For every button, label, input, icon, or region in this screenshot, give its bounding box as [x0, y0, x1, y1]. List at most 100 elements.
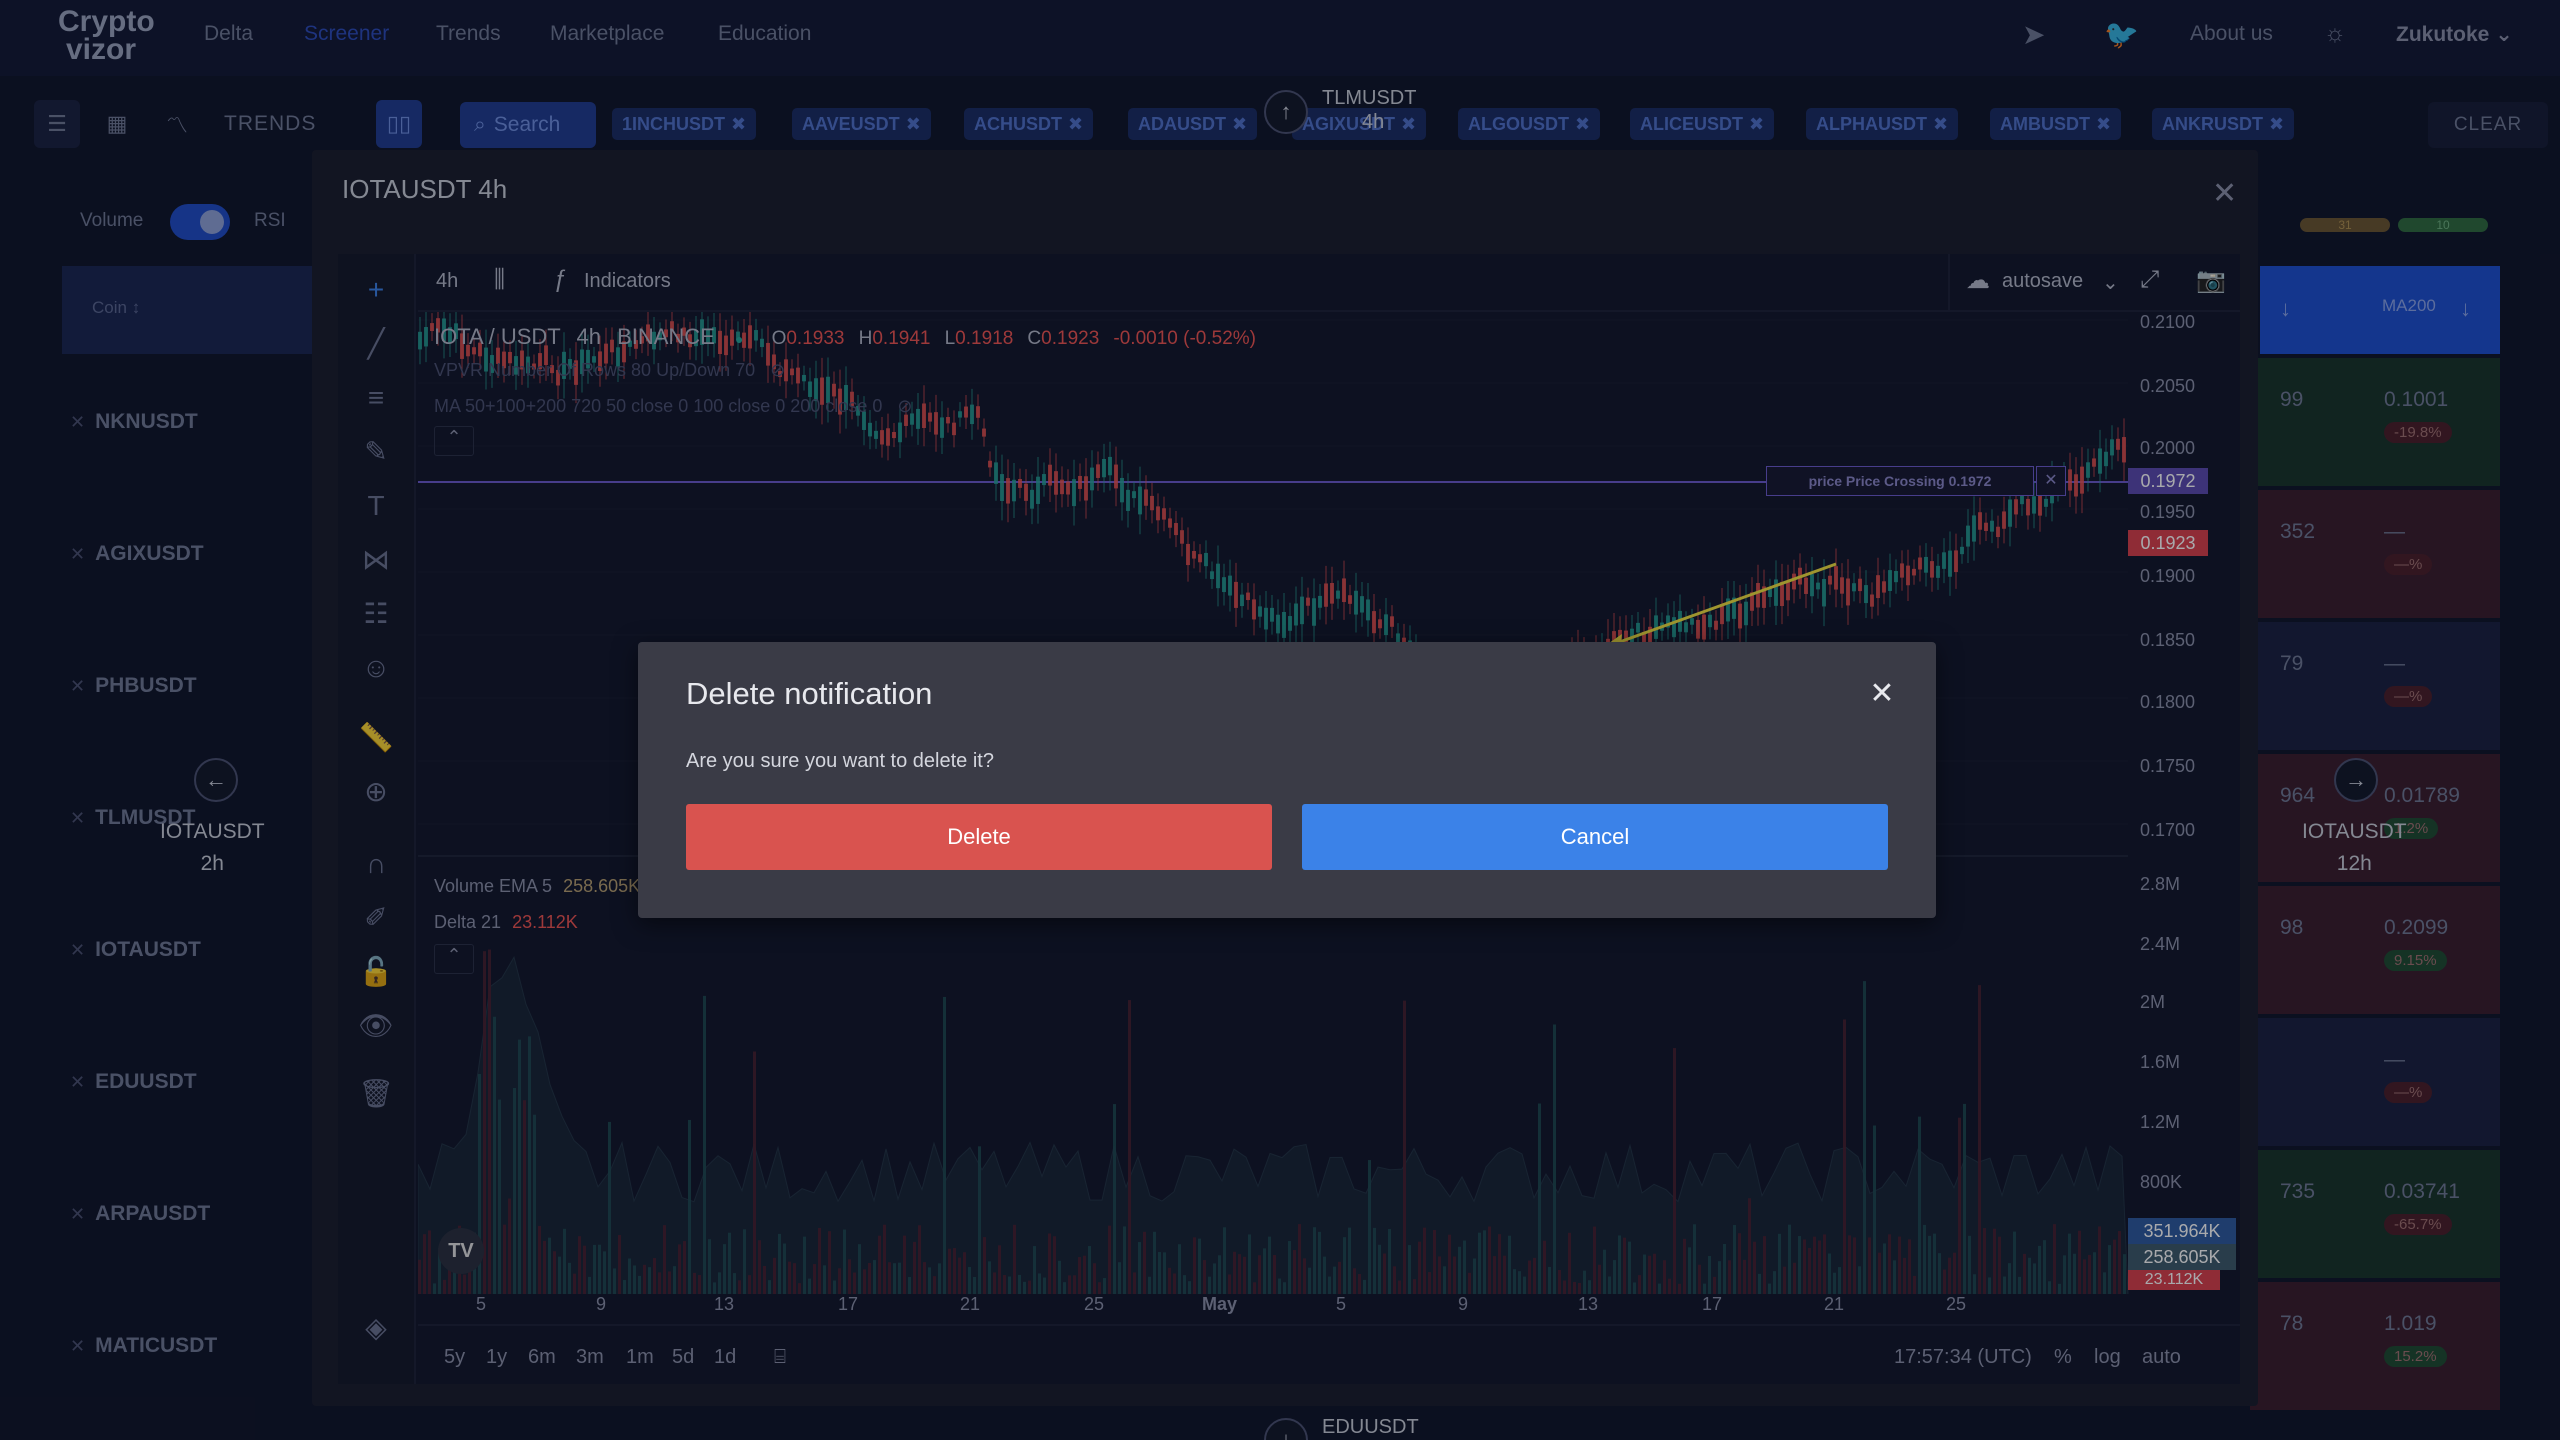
close-icon[interactable]: ✕ [2212, 177, 2238, 210]
range-1d[interactable]: 1d [714, 1346, 737, 1368]
remove-icon[interactable]: ✕ [70, 675, 86, 696]
interval-selector[interactable]: 4h [436, 270, 459, 292]
list-view-button[interactable]: ☰ [34, 100, 80, 148]
range-6m[interactable]: 6m [528, 1346, 556, 1368]
clear-filters-button[interactable]: CLEAR [2428, 102, 2548, 148]
nav-trends[interactable]: Trends [436, 22, 501, 45]
ma-column-header[interactable]: ↓ MA200 ↓ [2260, 266, 2500, 354]
auto-scale-toggle[interactable]: auto [2142, 1346, 2181, 1368]
next-chart-label[interactable]: IOTAUSDT 12h [2302, 816, 2407, 880]
lock-icon[interactable]: 🔓 [358, 956, 394, 987]
nav-screener[interactable]: Screener [304, 22, 390, 45]
filter-chip[interactable]: AMBUSDT ✖ [1990, 108, 2122, 140]
range-3m[interactable]: 3m [576, 1346, 604, 1368]
zoom-in-icon[interactable]: ⊕ [364, 776, 388, 807]
candle-type-icon[interactable]: ⫼ [494, 266, 506, 293]
twitter-icon[interactable]: 🐦 [2104, 19, 2139, 50]
coin-column-header[interactable]: Coin ↕ [62, 266, 322, 354]
coin-row[interactable]: ✕ EDUUSDT [60, 1018, 330, 1146]
columns-toggle-button[interactable]: ▯▯ [376, 100, 422, 148]
brush-icon[interactable]: ✎ [364, 436, 388, 467]
time-axis[interactable]: 5 9 13 17 21 25 May 5 9 13 17 21 25 [418, 1294, 2128, 1324]
forecast-icon[interactable]: ☷ [363, 598, 389, 629]
remove-icon[interactable]: ✖ [731, 113, 747, 134]
trends-label[interactable]: TRENDS [224, 112, 317, 135]
coin-row[interactable]: ✕ MATICUSDT [60, 1282, 330, 1410]
filter-chip[interactable]: AGIXUSDT ✖ [1292, 108, 1427, 140]
fib-lines-icon[interactable]: ≡ [367, 382, 385, 413]
filter-chip[interactable]: ANKRUSDT ✖ [2152, 108, 2295, 140]
ma-legend[interactable]: MA 50+100+200 720 50 close 0 100 close 0… [434, 396, 912, 417]
fullscreen-icon[interactable]: ⤢ [2140, 266, 2160, 293]
remove-icon[interactable]: ✖ [2096, 113, 2112, 134]
ruler-icon[interactable]: 📏 [358, 722, 394, 753]
tradingview-logo-icon[interactable]: TV [438, 1228, 484, 1274]
date-range-icon[interactable]: ⌸ [774, 1346, 786, 1368]
log-scale-toggle[interactable]: log [2094, 1346, 2121, 1368]
remove-icon[interactable]: ✕ [70, 1203, 86, 1224]
remove-icon[interactable]: ✖ [1933, 113, 1949, 134]
utc-clock[interactable]: 17:57:34 (UTC) [1894, 1346, 2032, 1368]
percent-scale-toggle[interactable]: % [2054, 1346, 2072, 1368]
eye-off-icon[interactable]: ⊘ [770, 360, 786, 380]
remove-icon[interactable]: ✖ [1068, 113, 1084, 134]
telegram-icon[interactable]: ➤ [2022, 19, 2046, 50]
indicators-icon[interactable]: ƒ [554, 266, 568, 293]
cancel-button[interactable]: Cancel [1302, 804, 1888, 870]
nav-marketplace[interactable]: Marketplace [550, 22, 665, 45]
remove-icon[interactable]: ✖ [1401, 113, 1417, 134]
remove-icon[interactable]: ✖ [1575, 113, 1591, 134]
about-us-link[interactable]: About us [2190, 22, 2273, 45]
cryptovizor-logo[interactable]: Crypto vizor [58, 7, 168, 70]
user-menu[interactable]: Zukutoke ⌄ [2396, 22, 2513, 47]
remove-alert-icon[interactable]: ✕ [2036, 466, 2066, 496]
grid-view-button[interactable]: ▦ [94, 100, 140, 148]
pattern-icon[interactable]: ⋈ [362, 544, 390, 575]
coin-row[interactable]: ✕ ARPAUSDT [60, 1150, 330, 1278]
filter-chip[interactable]: ALICEUSDT ✖ [1630, 108, 1775, 140]
crosshair-icon[interactable]: + [367, 274, 385, 305]
indicators-button[interactable]: Indicators [584, 270, 671, 292]
close-icon[interactable]: ✕ [1869, 677, 1895, 710]
collapse-volume-legend-button[interactable]: ⌃ [434, 944, 474, 974]
filter-chip[interactable]: ALPHAUSDT ✖ [1806, 108, 1959, 140]
nav-education[interactable]: Education [718, 22, 812, 45]
camera-icon[interactable]: 📷 [2196, 267, 2226, 294]
search-input[interactable]: ⌕ Search [460, 102, 596, 148]
range-5y[interactable]: 5y [444, 1346, 466, 1368]
prev-chart-label[interactable]: IOTAUSDT 2h [160, 816, 265, 880]
remove-icon[interactable]: ✕ [70, 1335, 86, 1356]
eye-icon[interactable]: 👁 [358, 1010, 394, 1041]
remove-icon[interactable]: ✕ [70, 939, 86, 960]
remove-icon[interactable]: ✖ [905, 113, 921, 134]
price-axis[interactable]: 0.2100 0.2050 0.2000 0.1950 0.1900 0.185… [2128, 312, 2240, 1312]
coin-row[interactable]: ✕ PHBUSDT [60, 622, 330, 750]
autosave-button[interactable]: autosave [2002, 270, 2084, 292]
delete-button[interactable]: Delete [686, 804, 1272, 870]
filter-chip[interactable]: ADAUSDT ✖ [1128, 108, 1258, 140]
coin-row[interactable]: ✕ NKNUSDT [60, 358, 330, 486]
trendline-icon[interactable]: ╱ [367, 328, 385, 359]
range-1y[interactable]: 1y [486, 1346, 508, 1368]
remove-icon[interactable]: ✕ [70, 807, 86, 828]
theme-toggle-icon[interactable]: ☼ [2324, 20, 2346, 47]
price-alert-label[interactable]: price Price Crossing 0.1972 [1766, 466, 2034, 496]
remove-icon[interactable]: ✕ [70, 1071, 86, 1092]
vpvr-legend[interactable]: VPVR Number Of Rows 80 Up/Down 70 ⊘ [434, 360, 785, 381]
arrow-up-icon[interactable]: ↑ [1264, 90, 1308, 134]
remove-icon[interactable]: ✖ [2269, 113, 2285, 134]
eye-off-icon[interactable]: ⊘ [897, 396, 913, 416]
coin-row[interactable]: ✕ TLMUSDT [60, 754, 330, 882]
range-1m[interactable]: 1m [626, 1346, 654, 1368]
remove-icon[interactable]: ✕ [70, 411, 86, 432]
volume-rsi-toggle[interactable] [170, 204, 230, 240]
magnet-icon[interactable]: ∩ [365, 848, 387, 879]
arrow-left-icon[interactable]: ← [194, 758, 238, 802]
lock-drawing-icon[interactable]: ✐ [364, 902, 388, 933]
filter-chip[interactable]: AAVEUSDT ✖ [792, 108, 931, 140]
trash-icon[interactable]: 🗑 [358, 1078, 394, 1109]
filter-chip[interactable]: ACHUSDT ✖ [964, 108, 1094, 140]
filter-chip[interactable]: 1INCHUSDT ✖ [612, 108, 757, 140]
remove-icon[interactable]: ✕ [70, 543, 86, 564]
filter-chip[interactable]: ALGOUSDT ✖ [1458, 108, 1601, 140]
